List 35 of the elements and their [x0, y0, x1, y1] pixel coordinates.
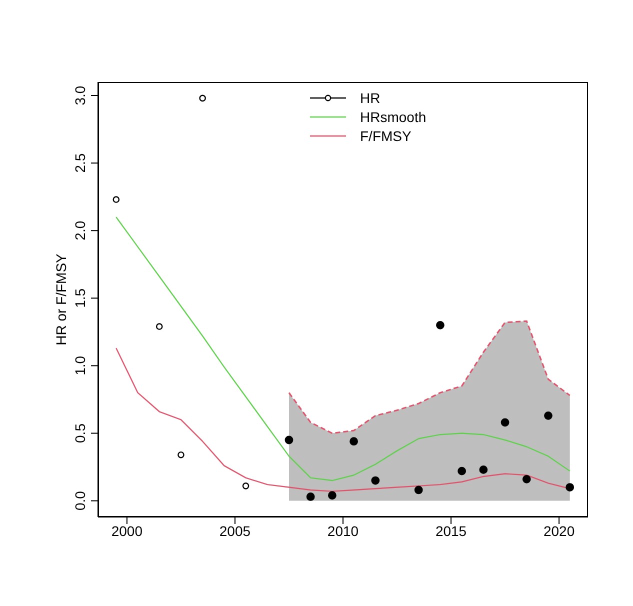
point [436, 320, 444, 330]
y-tick-label: 2.0 [72, 220, 88, 240]
legend-label: HR [360, 90, 380, 106]
y-tick-label: 1.5 [72, 288, 88, 308]
point [112, 196, 120, 203]
point [479, 466, 488, 474]
x-tick-label: 2005 [219, 522, 251, 539]
y-tick-label: 2.5 [72, 153, 88, 173]
point [284, 436, 294, 444]
point [242, 482, 250, 490]
line-series [116, 216, 570, 482]
point [414, 486, 423, 494]
point [566, 483, 574, 492]
point [178, 451, 184, 458]
point [522, 474, 531, 484]
point [156, 323, 163, 330]
y-tick-label: 3.0 [72, 86, 88, 106]
point [500, 418, 510, 427]
point [350, 437, 358, 446]
legend-label: F/FMSY [360, 128, 412, 144]
point [328, 491, 336, 500]
point [371, 476, 380, 485]
x-tick-label: 2020 [543, 522, 575, 539]
point [544, 411, 552, 420]
point [306, 492, 315, 501]
y-tick-label: 1.0 [72, 356, 88, 376]
y-tick-label: 0.5 [72, 423, 88, 443]
y-axis-title: HR or F/FMSY [52, 252, 69, 346]
legend-label: HRsmooth [360, 108, 426, 124]
point [458, 466, 466, 476]
y-tick-label: 0.0 [72, 490, 88, 511]
x-tick-label: 2015 [435, 522, 467, 539]
x-tick-label: 2000 [111, 522, 143, 539]
point [199, 94, 206, 102]
x-tick-label: 2010 [327, 522, 359, 539]
